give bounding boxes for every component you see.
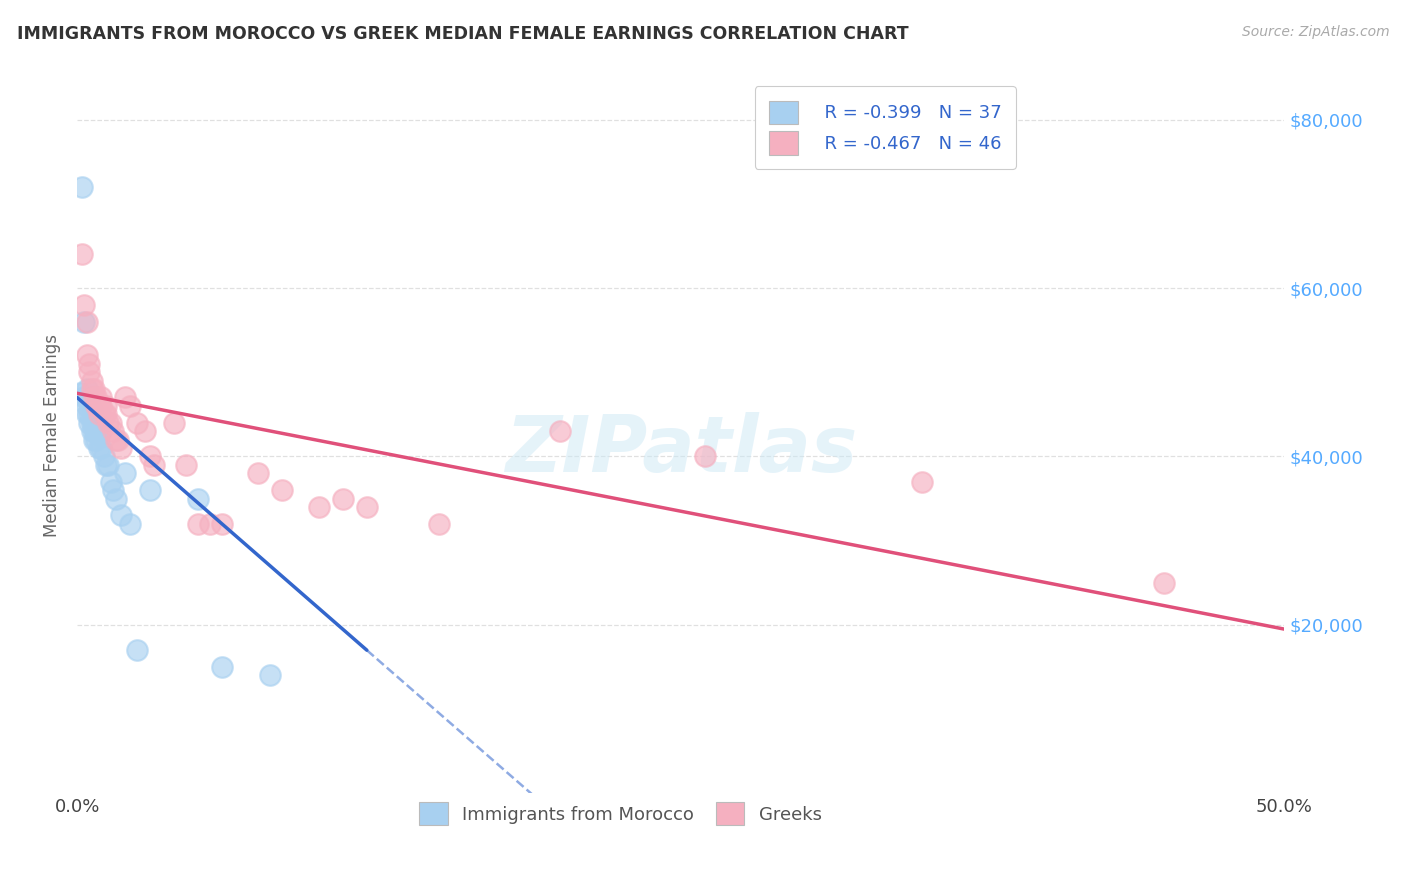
Point	[308, 500, 330, 514]
Point	[127, 643, 149, 657]
Point	[211, 660, 233, 674]
Point	[911, 475, 934, 489]
Point	[80, 424, 103, 438]
Point	[83, 416, 105, 430]
Point	[80, 374, 103, 388]
Point	[138, 450, 160, 464]
Point	[271, 483, 294, 497]
Text: Source: ZipAtlas.com: Source: ZipAtlas.com	[1241, 25, 1389, 39]
Point	[73, 391, 96, 405]
Point	[110, 508, 132, 523]
Point	[77, 365, 100, 379]
Point	[332, 491, 354, 506]
Point	[76, 399, 98, 413]
Point	[94, 458, 117, 472]
Point	[114, 467, 136, 481]
Text: IMMIGRANTS FROM MOROCCO VS GREEK MEDIAN FEMALE EARNINGS CORRELATION CHART: IMMIGRANTS FROM MOROCCO VS GREEK MEDIAN …	[17, 25, 908, 43]
Point	[693, 450, 716, 464]
Point	[120, 516, 142, 531]
Point	[427, 516, 450, 531]
Point	[174, 458, 197, 472]
Point	[90, 399, 112, 413]
Point	[548, 424, 571, 438]
Point	[104, 491, 127, 506]
Point	[1153, 575, 1175, 590]
Point	[138, 483, 160, 497]
Point	[187, 516, 209, 531]
Point	[114, 391, 136, 405]
Point	[76, 315, 98, 329]
Point	[90, 441, 112, 455]
Point	[76, 408, 98, 422]
Legend: Immigrants from Morocco, Greeks: Immigrants from Morocco, Greeks	[409, 793, 831, 834]
Point	[90, 424, 112, 438]
Point	[76, 382, 98, 396]
Point	[100, 416, 122, 430]
Point	[120, 399, 142, 413]
Point	[77, 394, 100, 409]
Point	[80, 382, 103, 396]
Point	[97, 458, 120, 472]
Point	[80, 416, 103, 430]
Point	[87, 399, 110, 413]
Point	[143, 458, 166, 472]
Point	[73, 298, 96, 312]
Point	[93, 408, 115, 422]
Point	[356, 500, 378, 514]
Point	[247, 467, 270, 481]
Point	[87, 408, 110, 422]
Point	[87, 441, 110, 455]
Point	[110, 441, 132, 455]
Point	[87, 428, 110, 442]
Point	[187, 491, 209, 506]
Point	[70, 247, 93, 261]
Point	[83, 424, 105, 438]
Point	[80, 403, 103, 417]
Point	[100, 475, 122, 489]
Point	[86, 416, 108, 430]
Point	[103, 424, 125, 438]
Point	[94, 399, 117, 413]
Point	[77, 416, 100, 430]
Point	[86, 433, 108, 447]
Point	[163, 416, 186, 430]
Text: ZIPatlas: ZIPatlas	[505, 412, 856, 488]
Point	[107, 433, 129, 447]
Point	[90, 391, 112, 405]
Point	[77, 357, 100, 371]
Point	[83, 391, 105, 405]
Point	[211, 516, 233, 531]
Point	[93, 450, 115, 464]
Y-axis label: Median Female Earnings: Median Female Earnings	[44, 334, 60, 537]
Point	[104, 433, 127, 447]
Point	[94, 408, 117, 422]
Point	[69, 386, 91, 401]
Point	[73, 315, 96, 329]
Point	[97, 416, 120, 430]
Point	[86, 391, 108, 405]
Point	[198, 516, 221, 531]
Point	[70, 180, 93, 194]
Point	[83, 433, 105, 447]
Point	[86, 424, 108, 438]
Point	[134, 424, 156, 438]
Point	[259, 668, 281, 682]
Point	[76, 348, 98, 362]
Point	[127, 416, 149, 430]
Point	[103, 483, 125, 497]
Point	[83, 382, 105, 396]
Point	[77, 408, 100, 422]
Point	[86, 399, 108, 413]
